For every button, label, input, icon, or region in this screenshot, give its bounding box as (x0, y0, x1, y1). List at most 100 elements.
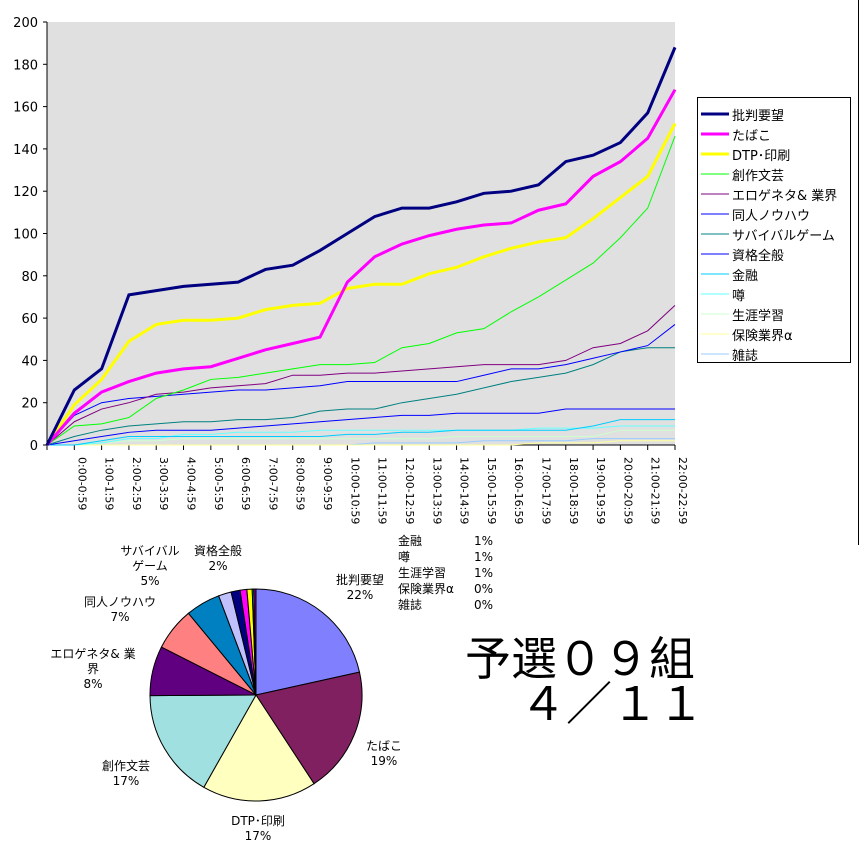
legend-label: 金融 (732, 268, 758, 284)
legend-label: たばこ (732, 129, 771, 144)
y-tick-label: 120 (13, 185, 38, 200)
x-tick-label: 18:00-18:59 (567, 457, 580, 524)
series-line (45, 122, 677, 446)
x-tick-label: 6:00-6:59 (239, 457, 252, 510)
pie-percent: 1% (474, 534, 493, 548)
series-line (47, 429, 675, 446)
pie-slice (255, 588, 361, 696)
y-tick-label: 40 (21, 354, 38, 369)
legend-label: サバイバルゲーム (732, 229, 835, 244)
x-tick-label: 9:00-9:59 (321, 457, 334, 510)
pie-label: 保険業界α (398, 582, 454, 596)
x-tick-label: 11:00-11:59 (376, 457, 389, 524)
series-line (46, 324, 676, 446)
pie-slice (253, 588, 257, 696)
x-tick-label: 12:00-12:59 (403, 457, 416, 524)
line-series (45, 46, 677, 446)
series-line (46, 347, 675, 446)
x-tick-label: 13:00-13:59 (430, 457, 443, 524)
legend-label: 噂 (732, 289, 745, 304)
series-line (45, 46, 677, 446)
series-line (46, 305, 676, 446)
x-tick-label: 17:00-17:59 (539, 457, 552, 524)
pie-label: サバイバル (120, 544, 179, 558)
legend-label: 同人ノウハウ (732, 209, 810, 224)
pie-percent: 2% (208, 559, 227, 573)
pie-label: 界 (87, 662, 99, 676)
legend-label: エロゲネタ& 業界 (732, 188, 837, 204)
x-tick-label: 2:00-2:59 (130, 457, 143, 510)
x-tick-label: 21:00-21:59 (649, 457, 662, 524)
legend-label: 資格全般 (732, 248, 784, 264)
x-tick-label: 10:00-10:59 (348, 457, 361, 524)
caption-line1: 予選０９組 (465, 632, 695, 686)
pie-percent: 0% (474, 582, 493, 596)
y-axis: 0 20 40 60 80 100 120 140 160 180 200 (13, 16, 48, 454)
pie-label: DTP･印刷 (231, 814, 285, 828)
x-tick-label: 7:00-7:59 (266, 457, 279, 510)
legend-label: 批判要望 (732, 108, 784, 124)
y-tick-label: 180 (13, 58, 38, 73)
x-tick-label: 22:00-22:59 (676, 457, 689, 524)
x-axis: 0:00-0:59 1:00-1:59 2:00-2:59 3:00-3:59 4:00… (46, 444, 689, 524)
pie-percent: 5% (140, 574, 159, 588)
x-tick-label: 1:00-1:59 (103, 457, 116, 510)
pie-label: 同人ノウハウ (84, 595, 156, 609)
series-line (46, 136, 676, 446)
x-tick-label: 4:00-4:59 (185, 457, 198, 510)
pie-label: 批判要望 (336, 572, 384, 587)
x-tick-label: 5:00-5:59 (212, 457, 225, 510)
y-tick-label: 100 (13, 228, 38, 243)
pie-percent: 1% (474, 566, 493, 580)
pie-label: 噂 (398, 549, 410, 564)
x-tick-label: 0:00-0:59 (75, 457, 88, 510)
pie-slice (203, 694, 315, 802)
y-tick-label: 160 (13, 101, 38, 116)
series-line (47, 419, 675, 446)
pie-label: たばこ (366, 739, 402, 753)
y-tick-label: 20 (21, 397, 38, 412)
legend-label: 創作文芸 (732, 168, 784, 184)
y-tick-label: 200 (13, 16, 38, 31)
x-tick-label: 19:00-19:59 (594, 457, 607, 524)
y-tick-label: 60 (21, 312, 38, 327)
pie-percent: 1% (474, 550, 493, 564)
legend-box (697, 97, 851, 363)
pie-percent: 19% (371, 754, 398, 768)
legend-label: DTP･印刷 (732, 149, 790, 164)
x-tick-label: 3:00-3:59 (157, 457, 170, 510)
pie-slice (255, 671, 363, 785)
pie-label: 生涯学習 (398, 565, 446, 580)
pie-percent: 0% (474, 598, 493, 612)
pie-slice (149, 694, 257, 788)
legend-label: 雑誌 (732, 348, 758, 364)
y-tick-label: 80 (21, 270, 38, 285)
x-tick-label: 15:00-15:59 (485, 457, 498, 524)
x-tick-label: 16:00-16:59 (512, 457, 525, 524)
pie-chart (149, 588, 363, 802)
pie-label: 雑誌 (398, 597, 422, 612)
y-tick-label: 0 (30, 439, 38, 454)
pie-label: 資格全般 (194, 543, 242, 558)
legend-label: 保険業界α (732, 328, 793, 344)
x-tick-label: 14:00-14:59 (458, 457, 471, 524)
pie-percent: 8% (83, 677, 102, 691)
pie-percent: 22% (347, 588, 374, 602)
pie-label: 創作文芸 (102, 758, 150, 773)
pie-percent: 17% (245, 829, 272, 843)
series-line (47, 425, 675, 446)
y-tick-label: 140 (13, 143, 38, 158)
pie-percent: 7% (110, 610, 129, 624)
caption-line2: ４／１１ (520, 677, 704, 731)
series-line (46, 408, 675, 446)
pie-label: 金融 (398, 533, 422, 548)
x-tick-label: 8:00-8:59 (294, 457, 307, 510)
series-line (47, 440, 675, 446)
pie-label: エロゲネタ& 業 (50, 647, 135, 661)
pie-label: ゲーム (132, 559, 168, 573)
series-line (45, 88, 677, 446)
pie-percent: 17% (113, 774, 140, 788)
